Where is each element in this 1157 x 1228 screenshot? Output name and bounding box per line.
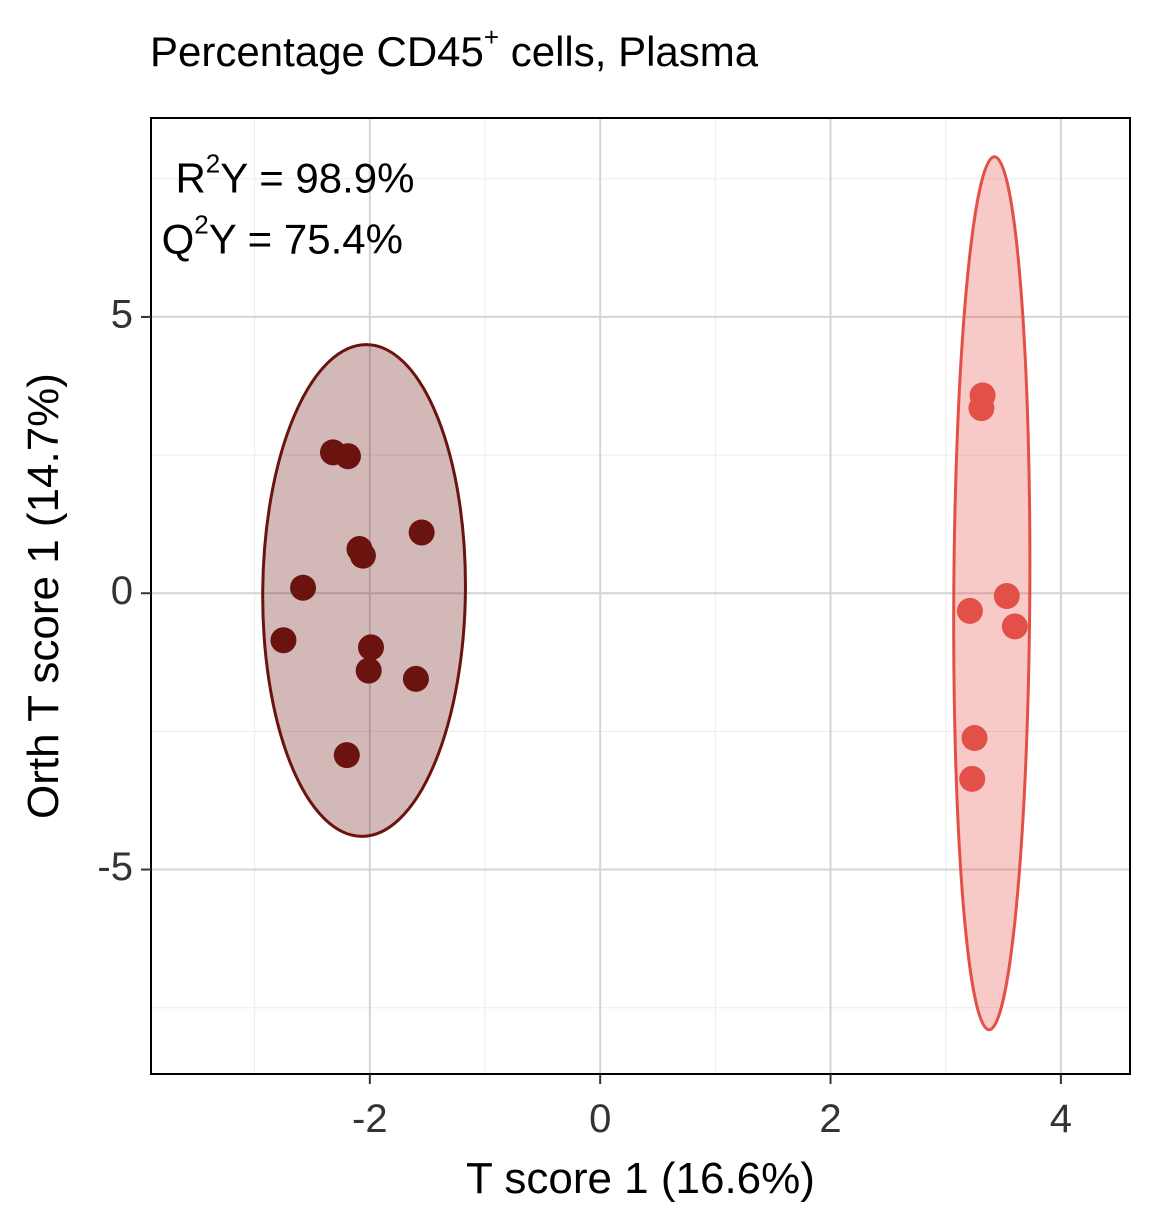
- panel-border: [150, 117, 1131, 1075]
- y-tick-label: 0: [111, 569, 133, 613]
- annotation-base: R: [175, 155, 205, 202]
- axes: -2 0 2 4 -5 0 5 T score 1 (16.6%) Orth T score 1…: [19, 292, 1072, 1203]
- group-2-ellipse: [952, 155, 1032, 1032]
- group-1-point: [357, 634, 384, 661]
- group-1-point: [333, 742, 360, 769]
- major-gridlines: [151, 118, 1130, 1074]
- group-1-point: [290, 574, 317, 601]
- chart-title-main: Percentage CD45: [150, 28, 484, 75]
- y-tick-label: -5: [97, 845, 133, 889]
- group-2-point: [961, 725, 988, 752]
- x-tick-label: -2: [352, 1097, 388, 1141]
- group-2-point: [993, 583, 1020, 609]
- x-axis-label: T score 1 (16.6%): [466, 1154, 815, 1203]
- group-1-point: [408, 519, 435, 546]
- annotation-rest: Y = 75.4%: [209, 215, 403, 262]
- annotations: R2Y = 98.9%Q2Y = 75.4%: [162, 148, 415, 262]
- y-tick-label: 5: [111, 292, 133, 336]
- chart-title-suffix: cells, Plasma: [499, 28, 759, 75]
- chart-title: Percentage CD45+ cells, Plasma: [150, 24, 759, 76]
- annotation-superscript: 2: [194, 209, 208, 239]
- group-2-point: [959, 765, 986, 792]
- annotation-rest: Y = 98.9%: [220, 155, 414, 202]
- group-1-ellipse: [261, 343, 467, 838]
- annotation-2: Q2Y = 75.4%: [162, 209, 403, 262]
- x-tick-label: 4: [1050, 1097, 1072, 1141]
- group-1-point: [349, 542, 376, 569]
- group-2-point: [968, 395, 995, 422]
- annotation-superscript: 2: [206, 148, 220, 178]
- annotation-base: Q: [162, 215, 195, 262]
- group-1-point: [355, 657, 382, 684]
- group-2-point: [1001, 613, 1028, 640]
- x-tick-label: 0: [589, 1097, 611, 1141]
- group-1-point: [270, 627, 297, 654]
- group-2-point: [956, 597, 983, 624]
- group-1-point: [334, 443, 361, 470]
- y-axis-label: Orth T score 1 (14.7%): [19, 373, 68, 819]
- group-1-point: [402, 665, 429, 692]
- confidence-ellipses: [261, 155, 1032, 1032]
- chart-title-superscript: +: [483, 22, 500, 52]
- data-points: [270, 382, 1028, 792]
- x-tick-label: 2: [819, 1097, 841, 1141]
- annotation-1: R2Y = 98.9%: [175, 148, 414, 201]
